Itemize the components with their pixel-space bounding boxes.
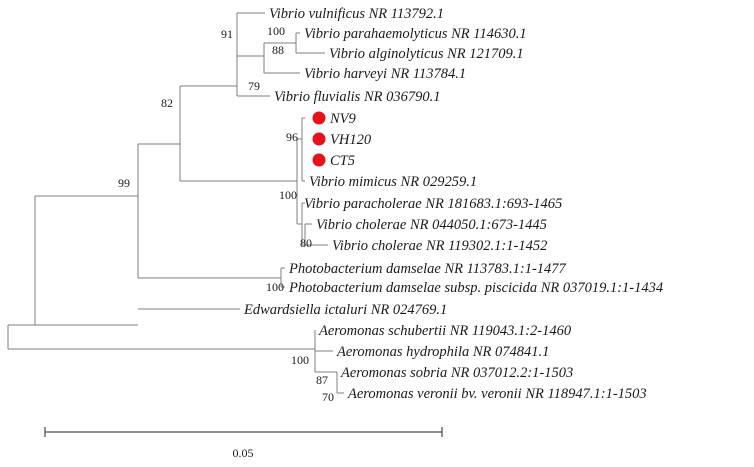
bootstrap-value: 91 [221,27,233,41]
leaf-label: Aeromonas hydrophila NR 074841.1 [336,344,549,360]
leaf-label: Aeromonas schubertii NR 119043.1:2-1460 [318,323,572,339]
isolate-marker-dot [312,153,326,167]
bootstrap-value: 79 [248,79,260,93]
bootstrap-value: 82 [161,96,173,110]
leaf-label: Vibrio vulnificus NR 113792.1 [269,6,444,22]
leaf-label: Vibrio mimicus NR 029259.1 [309,174,477,190]
bootstrap-value: 88 [272,43,284,57]
leaf-label: Vibrio paracholerae NR 181683.1:693-1465 [304,196,562,212]
leaf-label: Vibrio harveyi NR 113784.1 [304,66,466,82]
leaf-label: Vibrio cholerae NR 119302.1:1-1452 [332,238,547,254]
bootstrap-value: 70 [322,390,334,404]
bootstrap-labels: 91 100 88 79 82 96 100 80 99 100 100 87 70 [118,24,334,404]
bootstrap-value: 100 [267,24,285,38]
leaf-label: Aeromonas sobria NR 037012.2:1-1503 [340,365,573,381]
scale-bar: 0.05 [44,427,443,460]
leaf-label: Edwardsiella ictaluri NR 024769.1 [243,302,447,318]
leaf-label: VH120 [330,132,372,148]
bootstrap-value: 100 [279,188,297,202]
leaf-label: Aeromonas veronii bv. veronii NR 118947.… [347,386,647,402]
leaf-label: Vibrio parahaemolyticus NR 114630.1 [304,26,527,42]
highlight-markers [312,111,326,167]
leaf-label: Photobacterium damselae NR 113783.1:1-14… [288,261,567,277]
bootstrap-value: 96 [286,130,298,144]
bootstrap-value: 100 [291,353,309,367]
bootstrap-value: 100 [266,280,284,294]
leaf-label: Vibrio cholerae NR 044050.1:673-1445 [316,217,547,233]
scale-bar-label: 0.05 [233,446,254,460]
isolate-marker-dot [312,111,326,125]
leaf-label: NV9 [329,111,357,127]
isolate-marker-dot [312,132,326,146]
leaf-label: Vibrio fluvialis NR 036790.1 [274,89,440,105]
leaf-label: CT5 [330,153,355,169]
tree-branches [7,12,344,394]
leaf-label: Photobacterium damselae subsp. piscicida… [288,280,663,296]
leaf-label: Vibrio alginolyticus NR 121709.1 [329,46,524,62]
bootstrap-value: 87 [316,373,328,387]
leaf-labels: Vibrio vulnificus NR 113792.1 Vibrio para… [243,6,663,402]
bootstrap-value: 99 [118,176,130,190]
bootstrap-value: 80 [300,236,312,250]
